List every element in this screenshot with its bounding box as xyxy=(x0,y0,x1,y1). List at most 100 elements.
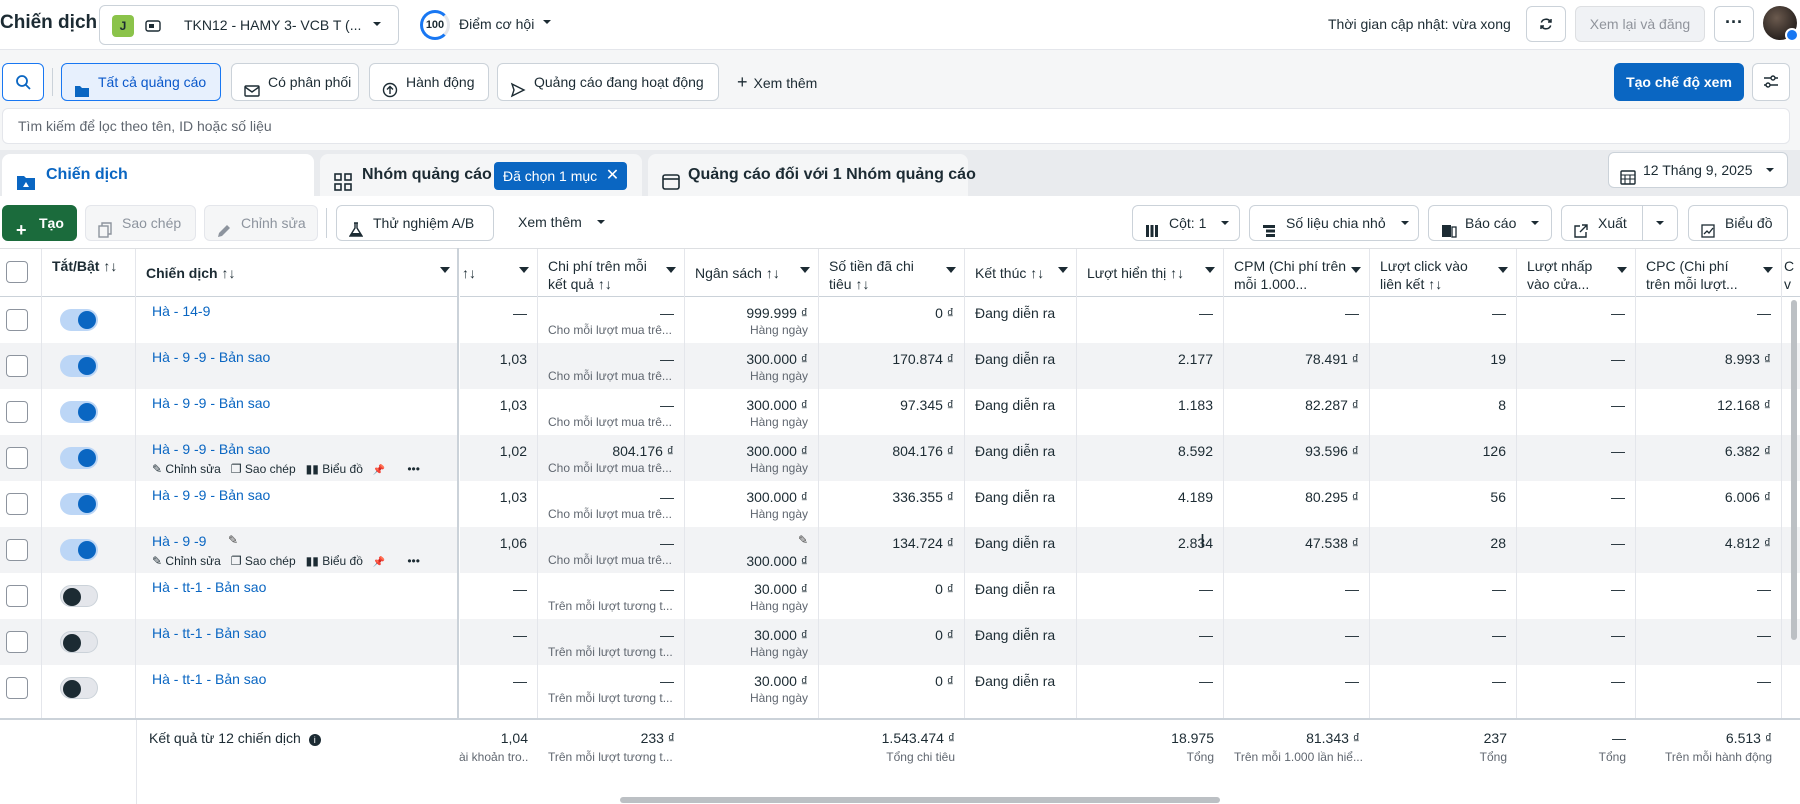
campaign-name-link[interactable]: Hà - tt-1 - Bản sao xyxy=(152,625,267,641)
column-menu-icon[interactable] xyxy=(946,267,956,273)
campaign-toggle[interactable] xyxy=(60,355,98,377)
row-edit-button[interactable]: ✎ Chỉnh sửa xyxy=(152,462,221,476)
campaign-name-link[interactable]: Hà - 9 -9 - Bản sao xyxy=(152,487,271,503)
column-menu-icon[interactable] xyxy=(666,267,676,273)
column-menu-icon[interactable] xyxy=(1205,267,1215,273)
campaign-toggle[interactable] xyxy=(60,585,98,607)
pin-icon[interactable]: 📌 xyxy=(372,465,386,476)
column-menu-icon[interactable] xyxy=(800,267,810,273)
filter-delivery[interactable]: Có phân phối xyxy=(231,63,359,101)
row-checkbox[interactable] xyxy=(6,355,28,377)
campaign-name-link[interactable]: Hà - tt-1 - Bản sao xyxy=(152,671,267,687)
pin-icon[interactable]: 📌 xyxy=(372,557,386,568)
pencil-icon[interactable]: ✎ xyxy=(797,533,808,547)
select-all-checkbox[interactable] xyxy=(6,261,28,283)
create-view-button[interactable]: Tạo chế độ xem xyxy=(1614,63,1744,101)
chevron-down-icon[interactable] xyxy=(540,15,554,32)
header-extra[interactable]: C v xyxy=(1782,249,1800,297)
row-checkbox[interactable] xyxy=(6,309,28,331)
campaign-toggle[interactable] xyxy=(60,401,98,423)
search-button[interactable] xyxy=(2,63,44,101)
header-outbound-clicks[interactable]: Lượt nhấp vào cửa... xyxy=(1517,249,1635,297)
search-input[interactable]: Tìm kiếm để lọc theo tên, ID hoặc số liệ… xyxy=(2,108,1790,144)
campaign-toggle[interactable] xyxy=(60,677,98,699)
row-more-button[interactable]: ••• xyxy=(407,554,420,568)
column-menu-icon[interactable] xyxy=(519,267,529,273)
column-menu-icon[interactable] xyxy=(1617,267,1627,273)
row-more-button[interactable]: ••• xyxy=(407,462,420,476)
campaign-name-link[interactable]: Hà - tt-1 - Bản sao xyxy=(152,579,267,595)
column-menu-icon[interactable] xyxy=(1498,267,1508,273)
opportunity-score-label[interactable]: Điểm cơ hội xyxy=(459,16,535,32)
row-checkbox[interactable] xyxy=(6,539,28,561)
horizontal-scrollbar[interactable] xyxy=(620,797,1220,803)
export-button[interactable]: Xuất xyxy=(1561,205,1643,241)
header-budget[interactable]: Ngân sách ↑↓ xyxy=(685,249,818,297)
campaign-toggle[interactable] xyxy=(60,631,98,653)
campaign-toggle[interactable] xyxy=(60,447,98,469)
pencil-icon[interactable]: ✎ xyxy=(228,533,239,547)
export-dropdown[interactable] xyxy=(1642,205,1678,241)
row-checkbox[interactable] xyxy=(6,401,28,423)
campaign-name-link[interactable]: Hà - 14-9 xyxy=(152,303,211,319)
account-selector[interactable]: J TKN12 - HAMY 3- VCB T (... xyxy=(99,5,399,45)
column-menu-icon[interactable] xyxy=(1351,267,1361,273)
close-icon[interactable]: ✕ xyxy=(605,167,620,184)
row-duplicate-button[interactable]: ❐ Sao chép xyxy=(231,462,296,476)
campaign-toggle[interactable] xyxy=(60,539,98,561)
charts-button[interactable]: Biểu đồ xyxy=(1688,205,1788,241)
row-chart-button[interactable]: ▮▮ Biểu đồ xyxy=(306,554,363,568)
filter-all-ads[interactable]: Tất cả quảng cáo xyxy=(61,63,221,101)
opportunity-score[interactable]: 100 xyxy=(420,10,450,40)
reports-dropdown[interactable]: Báo cáo xyxy=(1428,205,1552,241)
row-checkbox[interactable] xyxy=(6,493,28,515)
review-publish-button[interactable]: Xem lại và đăng xyxy=(1575,6,1705,42)
header-amount-spent[interactable]: Số tiền đã chi tiêu ↑↓ xyxy=(819,249,964,297)
filter-active-ads[interactable]: Quảng cáo đang hoạt động xyxy=(497,63,719,101)
campaign-name-link[interactable]: Hà - 9 -9 - Bản sao xyxy=(152,441,271,457)
row-checkbox[interactable] xyxy=(6,447,28,469)
column-menu-icon[interactable] xyxy=(440,267,450,273)
selected-tag[interactable]: Đã chọn 1 mục ✕ xyxy=(494,162,628,190)
edit-button[interactable]: Chỉnh sửa xyxy=(204,205,318,241)
campaign-name-link[interactable]: Hà - 9 -9 - Bản sao xyxy=(152,395,271,411)
breakdown-dropdown[interactable]: Số liệu chia nhỏ xyxy=(1249,205,1419,241)
view-settings-button[interactable] xyxy=(1752,63,1790,101)
vertical-scrollbar[interactable] xyxy=(1791,300,1797,640)
date-range-picker[interactable]: 12 Tháng 9, 2025 xyxy=(1608,152,1788,188)
header-ends[interactable]: Kết thúc ↑↓ xyxy=(965,249,1076,297)
tab-ads[interactable]: Quảng cáo đối với 1 Nhóm quảng cáo xyxy=(648,154,976,196)
header-link-clicks[interactable]: Lượt click vào liên kết ↑↓ xyxy=(1370,249,1516,297)
column-menu-icon[interactable] xyxy=(1058,267,1068,273)
header-cpc[interactable]: CPC (Chi phí trên mỗi lượt... xyxy=(1636,249,1781,297)
filter-actions[interactable]: Hành động xyxy=(369,63,489,101)
header-frequency[interactable]: ↑↓ xyxy=(460,249,537,297)
column-menu-icon[interactable] xyxy=(1763,267,1773,273)
more-options-button[interactable]: ··· xyxy=(1714,6,1754,42)
filter-see-more[interactable]: + Xem thêm xyxy=(737,72,818,92)
row-edit-button[interactable]: ✎ Chỉnh sửa xyxy=(152,554,221,568)
campaign-toggle[interactable] xyxy=(60,309,98,331)
header-cost-per-result[interactable]: Chi phí trên mỗi kết quả ↑↓ xyxy=(538,249,684,297)
header-toggle[interactable]: Tắt/Bật ↑↓ xyxy=(42,249,135,297)
header-impressions[interactable]: Lượt hiển thị ↑↓ xyxy=(1077,249,1223,297)
header-cpm[interactable]: CPM (Chi phí trên mỗi 1.000... xyxy=(1224,249,1369,297)
info-icon[interactable]: i xyxy=(308,734,321,746)
header-campaign[interactable]: Chiến dịch ↑↓ xyxy=(136,249,458,297)
row-checkbox[interactable] xyxy=(6,677,28,699)
row-duplicate-button[interactable]: ❐ Sao chép xyxy=(231,554,296,568)
refresh-button[interactable] xyxy=(1526,6,1566,42)
columns-dropdown[interactable]: Cột: 1 xyxy=(1132,205,1240,241)
duplicate-button[interactable]: Sao chép xyxy=(85,205,196,241)
row-chart-button[interactable]: ▮▮ Biểu đồ xyxy=(306,462,363,476)
create-button[interactable]: + Tạo xyxy=(2,205,77,241)
tab-campaigns[interactable]: Chiến dịch xyxy=(2,154,314,196)
more-actions-dropdown[interactable]: Xem thêm xyxy=(518,214,608,230)
row-checkbox[interactable] xyxy=(6,631,28,653)
frozen-column-divider[interactable] xyxy=(457,248,459,804)
campaign-name-link[interactable]: Hà - 9 -9 - Bản sao xyxy=(152,349,271,365)
row-checkbox[interactable] xyxy=(6,585,28,607)
campaign-toggle[interactable] xyxy=(60,493,98,515)
campaign-name-link[interactable]: Hà - 9 -9 xyxy=(152,533,207,549)
ab-test-button[interactable]: Thử nghiệm A/B xyxy=(336,205,494,241)
